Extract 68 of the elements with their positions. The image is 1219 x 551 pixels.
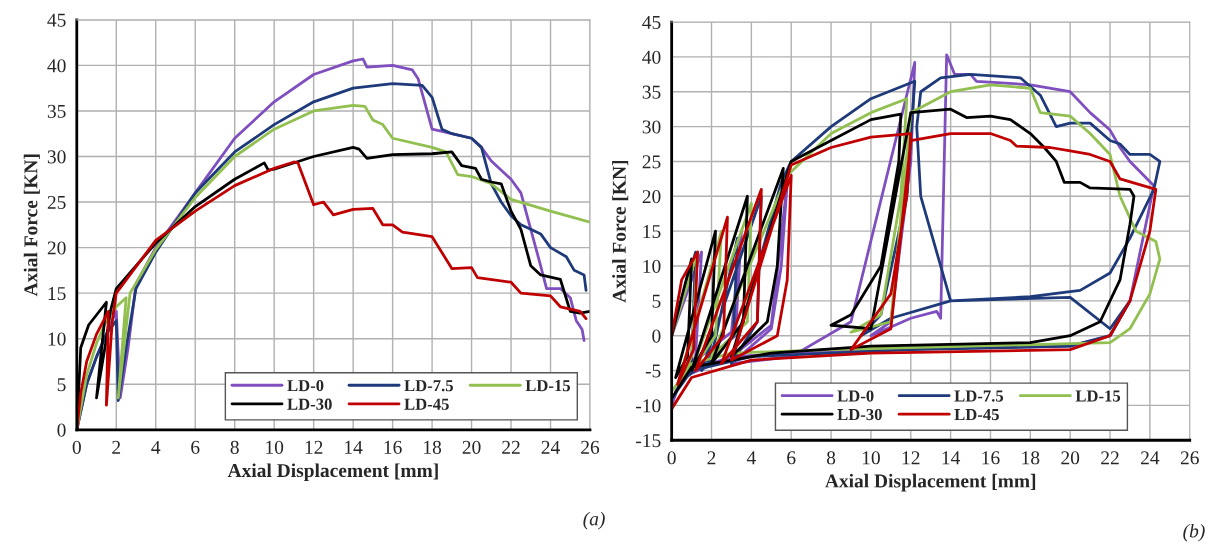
y-axis-title: Axial Force [KN] (612, 160, 629, 303)
y-tick-label: 45 (47, 13, 66, 27)
x-tick-label: 8 (230, 440, 239, 454)
x-tick-label: 20 (462, 440, 481, 454)
y-tick-label: 35 (642, 85, 661, 99)
y-tick-label: 10 (48, 332, 66, 346)
legend-label: LD-15 (1075, 390, 1121, 402)
x-axis-title: Axial Displacement [mm] (227, 463, 438, 482)
x-tick-label: 18 (424, 440, 442, 454)
x-axis-title: Axial Displacement [mm] (825, 473, 1036, 492)
y-tick-label: 15 (643, 225, 661, 239)
x-tick-label: 4 (746, 451, 756, 465)
x-tick-label: 16 (982, 451, 1000, 465)
x-tick-label: 22 (1101, 451, 1119, 465)
legend-label: LD-45 (404, 398, 449, 410)
x-tick-label: 12 (305, 440, 323, 454)
x-tick-label: 0 (72, 440, 81, 454)
line-series (671, 132, 1158, 411)
y-tick-label: 15 (48, 287, 66, 301)
x-tick-label: 12 (902, 451, 920, 465)
text: (a) (583, 511, 605, 530)
x-tick-label: 26 (1180, 451, 1199, 465)
x-tick-label: 6 (191, 440, 200, 454)
x-tick-label: 24 (1141, 451, 1160, 465)
y-tick-label: 45 (642, 15, 661, 29)
x-tick-label: 22 (502, 440, 520, 454)
legend-label: LD-0 (837, 390, 874, 402)
y-tick-label: 0 (57, 423, 66, 437)
x-tick-label: 26 (581, 440, 600, 454)
x-tick-label: 10 (266, 440, 284, 454)
x-tick-label: 10 (862, 451, 880, 465)
y-tick-label: 25 (47, 195, 66, 209)
x-tick-label: 2 (707, 451, 716, 465)
x-tick-label: 16 (384, 440, 402, 454)
x-tick-label: 0 (667, 451, 676, 465)
legend-label: LD-7.5 (404, 380, 453, 392)
legend-label: LD-30 (837, 408, 882, 421)
y-axis-title: Axial Force [KN] (23, 154, 40, 297)
x-tick-label: 8 (826, 451, 836, 465)
y-tick-label: -10 (636, 399, 661, 413)
x-tick-label: 2 (112, 440, 121, 454)
x-tick-label: 14 (942, 451, 961, 465)
x-tick-label: 18 (1022, 451, 1040, 465)
y-tick-label: 30 (642, 120, 661, 134)
y-tick-label: 20 (47, 241, 66, 255)
y-tick-label: 40 (642, 50, 661, 64)
y-tick-label: 5 (652, 294, 661, 308)
text: (b) (1183, 523, 1205, 542)
x-tick-label: 6 (787, 451, 796, 465)
y-tick-label: 30 (47, 150, 66, 164)
y-tick-label: 10 (643, 259, 661, 273)
legend-label: LD-0 (287, 380, 324, 392)
x-tick-label: 14 (345, 440, 363, 454)
y-tick-label: 40 (47, 59, 66, 73)
y-tick-label: 20 (642, 190, 661, 204)
y-tick-label: 5 (57, 378, 66, 392)
y-tick-label: -5 (645, 364, 661, 378)
x-tick-label: 24 (541, 440, 560, 454)
legend-label: LD-15 (525, 380, 571, 392)
legend-label: LD-45 (954, 409, 999, 421)
x-tick-label: 20 (1061, 451, 1080, 465)
legend-label: LD-7.5 (954, 390, 1004, 402)
legend-label: LD-30 (287, 398, 332, 410)
x-tick-label: 4 (151, 440, 161, 454)
y-tick-label: 35 (47, 104, 66, 118)
y-tick-label: 25 (642, 155, 661, 169)
y-tick-label: -15 (636, 434, 661, 448)
y-tick-label: 0 (652, 329, 661, 343)
